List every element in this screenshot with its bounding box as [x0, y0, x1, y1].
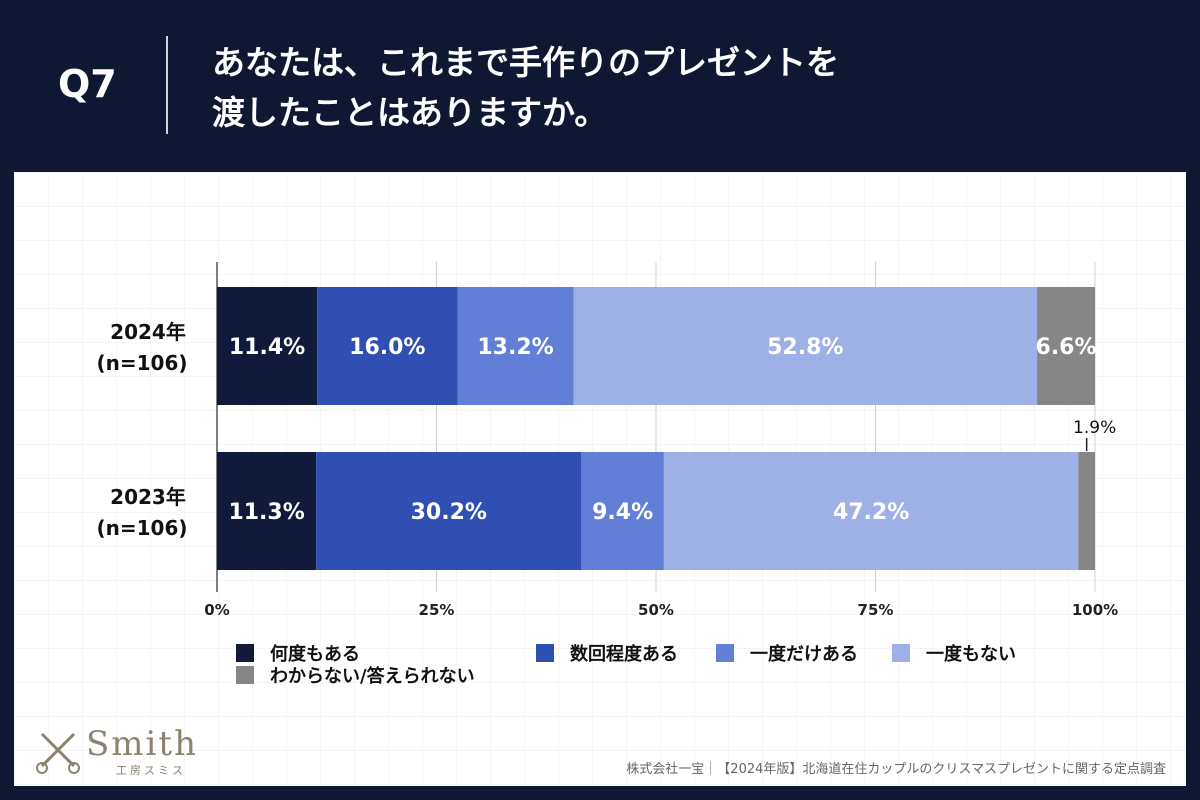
category-label-n: (n=106) — [96, 351, 187, 375]
data-label: 52.8% — [767, 335, 843, 360]
bar-segment — [317, 287, 458, 405]
legend-swatch — [716, 644, 734, 662]
legend-swatch — [236, 666, 254, 684]
data-label: 11.3% — [228, 500, 304, 525]
question-title-line1: あなたは、これまで手作りのプレゼントを — [212, 43, 839, 82]
legend-swatch — [236, 644, 254, 662]
data-label: 6.6% — [1036, 335, 1097, 360]
bar-segment — [457, 287, 574, 405]
brand-logo: Smith 工房スミス — [34, 724, 214, 784]
logo-text: Smith — [86, 724, 198, 764]
legend-item: 一度もない — [892, 640, 1016, 666]
legend-item: 何度もある — [236, 640, 360, 666]
legend-label: 一度だけある — [750, 644, 858, 665]
data-label: 30.2% — [411, 500, 487, 525]
data-label: 1.9% — [1073, 418, 1116, 438]
question-title-line2: 渡したことはありますか。 — [212, 93, 608, 132]
data-label: 16.0% — [349, 335, 425, 360]
legend-swatch — [536, 644, 554, 662]
data-label: 11.4% — [229, 335, 305, 360]
header: Q7 あなたは、これまで手作りのプレゼントを 渡したことはありますか。 — [0, 0, 1200, 172]
bar-segment — [1078, 452, 1095, 570]
category-label-year: 2023年 — [110, 485, 186, 509]
legend-label: 一度もない — [926, 644, 1016, 665]
bar-segment — [316, 452, 582, 570]
legend-item: 一度だけある — [716, 640, 858, 666]
legend-label: 数回程度ある — [570, 644, 678, 665]
legend-item: わからない/答えられない — [236, 662, 475, 688]
x-tick-label: 50% — [638, 601, 674, 619]
legend-swatch — [892, 644, 910, 662]
legend-label: 何度もある — [270, 644, 360, 665]
logo-scissors-icon — [36, 732, 80, 774]
legend-item: 数回程度ある — [536, 640, 678, 666]
data-label: 47.2% — [833, 500, 909, 525]
x-tick-label: 0% — [204, 601, 229, 619]
x-tick-label: 25% — [419, 601, 455, 619]
question-number: Q7 — [58, 62, 117, 106]
x-tick-label: 100% — [1072, 601, 1118, 619]
source-caption: 株式会社一宝｜【2024年版】北海道在住カップルのクリスマスプレゼントに関する定… — [626, 762, 1166, 777]
legend-label: わからない/答えられない — [270, 666, 475, 687]
bar-segment — [663, 452, 1079, 570]
question-title: あなたは、これまで手作りのプレゼントを 渡したことはありますか。 — [212, 38, 972, 138]
category-label-year: 2024年 — [110, 320, 186, 344]
bar-segment — [581, 452, 664, 570]
x-tick-label: 75% — [858, 601, 894, 619]
category-label-n: (n=106) — [96, 516, 187, 540]
bar-segment — [573, 287, 1038, 405]
bar-segment — [217, 287, 318, 405]
data-label: 13.2% — [477, 335, 553, 360]
header-divider — [166, 36, 168, 134]
logo-subtext: 工房スミス — [116, 764, 186, 777]
bar-segment — [1037, 287, 1095, 405]
bar-segment — [217, 452, 317, 570]
data-label: 9.4% — [592, 500, 653, 525]
